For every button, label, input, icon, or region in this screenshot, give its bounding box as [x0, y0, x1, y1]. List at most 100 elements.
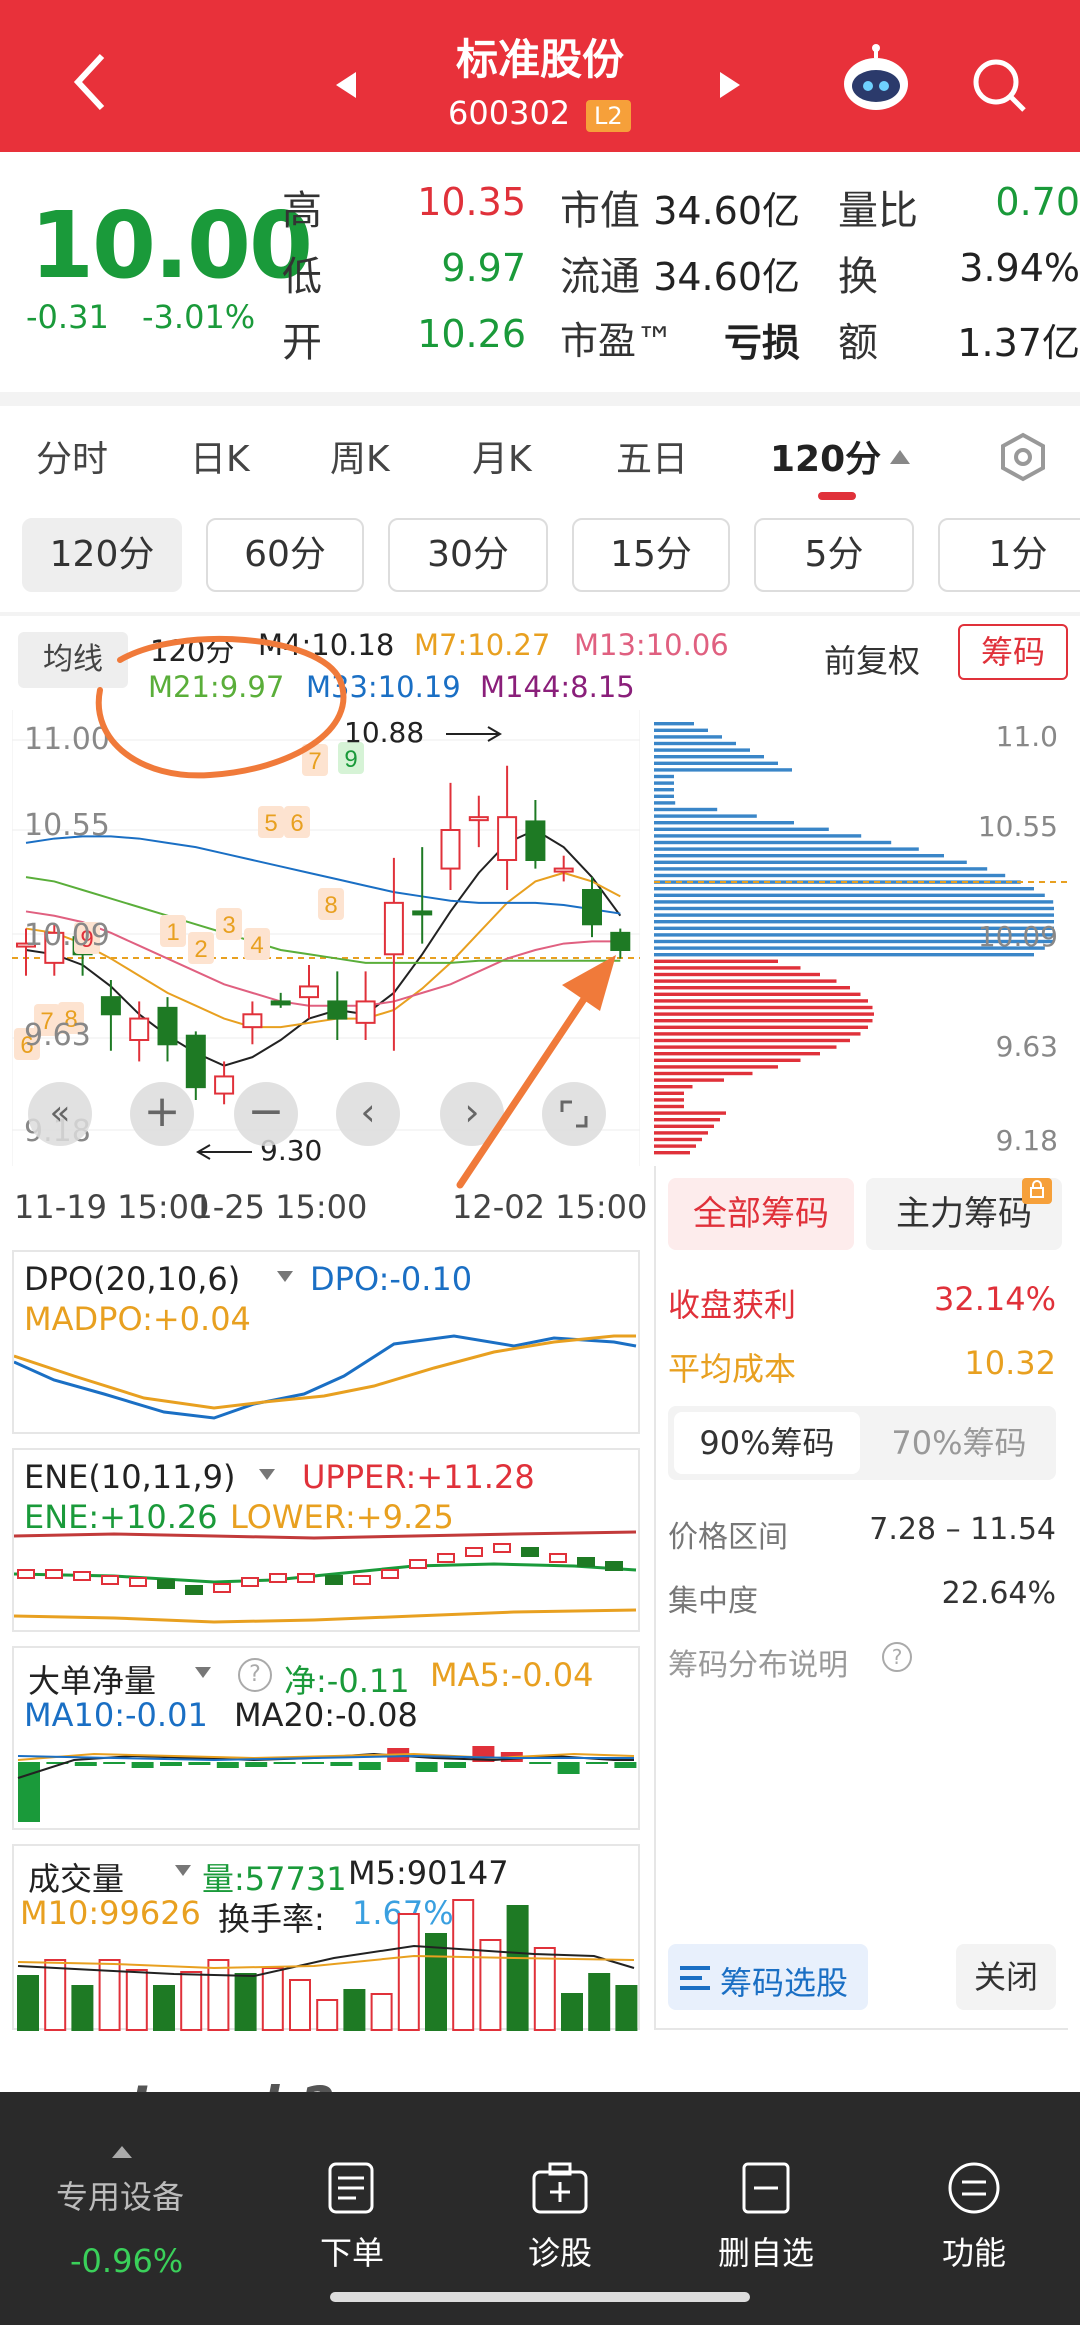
- ene-candle: [437, 1553, 455, 1563]
- bigorder-bar: [160, 1762, 182, 1766]
- big-order-panel[interactable]: 大单净量 ? 净:-0.11 MA5:-0.04 MA10:-0.01 MA20…: [12, 1646, 640, 1830]
- chip-bar: [654, 768, 792, 772]
- chip-desc-link[interactable]: 筹码分布说明: [668, 1648, 848, 1683]
- chip-bar: [654, 959, 778, 963]
- chip-bar: [654, 939, 1054, 944]
- close-button[interactable]: 关闭: [956, 1944, 1056, 2010]
- price-adjust-label[interactable]: 前复权: [824, 642, 921, 680]
- chevron-down-icon: [259, 1469, 275, 1480]
- bigorder-bar: [415, 1762, 438, 1772]
- next-stock-icon[interactable]: [718, 70, 742, 100]
- sequence-marker: [188, 932, 214, 964]
- active-tab-indicator: [818, 492, 856, 500]
- ene-candle: [521, 1547, 539, 1557]
- tab-70-chips[interactable]: 70%筹码: [891, 1424, 1027, 1462]
- nav-diagnose[interactable]: 诊股: [527, 2234, 592, 2272]
- chip-bar: [654, 1144, 696, 1148]
- volume-m5: M5:90147: [348, 1854, 509, 1892]
- volume-panel[interactable]: 成交量 量:57731 M5:90147 M10:99626 换手率: 1.67…: [12, 1844, 640, 2031]
- ene-candle: [381, 1569, 399, 1579]
- lock-icon: [1022, 1178, 1052, 1204]
- tab-90-chips[interactable]: 90%筹码: [674, 1412, 860, 1474]
- volume-bar: [153, 1985, 175, 2031]
- chevron-left-icon[interactable]: ‹: [336, 1082, 400, 1146]
- tab-five-day[interactable]: 五日: [616, 439, 689, 480]
- ene-candle: [129, 1577, 147, 1587]
- candle-body: [270, 1000, 291, 1006]
- ma-m7: M7:10.27: [414, 628, 551, 662]
- volume-bar: [98, 1959, 121, 2031]
- zoom-in-icon[interactable]: +: [130, 1082, 194, 1146]
- bigorder-bar: [245, 1762, 268, 1767]
- chip-bar: [654, 900, 1054, 904]
- subtab-60min[interactable]: 60分: [206, 518, 364, 592]
- nav-functions[interactable]: 功能: [941, 2234, 1006, 2272]
- candle-body: [16, 942, 36, 948]
- volume-indicator-name[interactable]: 成交量: [28, 1860, 125, 1898]
- back-icon[interactable]: [70, 52, 110, 112]
- rewind-icon[interactable]: «: [28, 1082, 92, 1146]
- chips-button[interactable]: 筹码: [958, 624, 1068, 680]
- chip-select-button[interactable]: 筹码选股: [668, 1944, 868, 2010]
- subtab-1min[interactable]: 1分: [938, 518, 1080, 592]
- chip-bar: [654, 1038, 850, 1043]
- help-icon[interactable]: ?: [882, 1642, 912, 1672]
- ene-mid: ENE:+10.26: [24, 1498, 218, 1536]
- ma-toggle-button[interactable]: 均线: [18, 632, 128, 688]
- subtab-5min[interactable]: 5分: [754, 518, 914, 592]
- chip-bar: [654, 801, 676, 805]
- fullscreen-icon[interactable]: [542, 1082, 606, 1146]
- list-icon: [680, 1966, 710, 1990]
- dpo-lines: [14, 1334, 637, 1420]
- dpo-panel[interactable]: DPO(20,10,6) DPO:-0.10 MADPO:+0.04: [12, 1250, 640, 1434]
- chip-bar: [654, 1124, 714, 1128]
- ene-panel[interactable]: ENE(10,11,9) UPPER:+11.28 ENE:+10.26 LOW…: [12, 1448, 640, 1632]
- settings-hexagon-icon[interactable]: [998, 432, 1048, 482]
- ene-candle: [409, 1559, 427, 1569]
- tab-120min[interactable]: 120分: [770, 439, 882, 480]
- price-range-value: 7.28 – 11.54: [869, 1512, 1056, 1547]
- subtab-15min[interactable]: 15分: [572, 518, 730, 592]
- nav-remove-watchlist[interactable]: 删自选: [717, 2234, 814, 2272]
- tab-all-chips[interactable]: 全部筹码: [668, 1178, 854, 1250]
- tab-timeshare[interactable]: 分时: [36, 439, 109, 480]
- chip-bar: [654, 906, 1054, 911]
- chip-bar: [654, 1118, 720, 1122]
- ene-candle: [297, 1573, 315, 1583]
- minute-subtabs: 120分 60分 30分 15分 5分 1分: [0, 510, 1080, 610]
- volume-ma-line: [17, 1944, 635, 1978]
- bigorder-ma-line: [17, 1754, 634, 1762]
- ene-indicator-name[interactable]: ENE(10,11,9): [24, 1458, 236, 1496]
- chip-bar: [654, 1058, 801, 1062]
- stock-name: 标准股份: [455, 35, 624, 84]
- dpo-indicator-name[interactable]: DPO(20,10,6): [24, 1260, 241, 1298]
- chip-bar: [654, 794, 674, 798]
- prev-stock-icon[interactable]: [334, 70, 358, 100]
- volume-bar: [289, 1979, 311, 2031]
- tab-daily-k[interactable]: 日K: [190, 439, 250, 480]
- candle-body: [157, 1006, 178, 1046]
- chip-bar: [654, 1019, 873, 1023]
- tab-weekly-k[interactable]: 周K: [330, 439, 390, 480]
- zoom-out-icon[interactable]: −: [234, 1082, 298, 1146]
- robot-assistant-icon[interactable]: [840, 44, 912, 116]
- subtab-120min[interactable]: 120分: [22, 518, 182, 592]
- bigorder-bar: [103, 1762, 126, 1764]
- chip-select-label: 筹码选股: [720, 1964, 849, 2002]
- chip-bar: [654, 1151, 690, 1155]
- sector-name[interactable]: 专用设备: [56, 2178, 185, 2216]
- sequence-marker: [74, 922, 100, 954]
- help-icon[interactable]: ?: [238, 1658, 272, 1692]
- search-icon[interactable]: [970, 56, 1030, 116]
- tab-monthly-k[interactable]: 月K: [472, 439, 532, 480]
- high-value: 10.35: [417, 180, 526, 224]
- chip-bar: [654, 774, 674, 779]
- caret-up-icon: [112, 2146, 132, 2158]
- profit-value: 32.14%: [933, 1280, 1056, 1318]
- bigorder-indicator-name[interactable]: 大单净量: [28, 1662, 157, 1700]
- subtab-30min[interactable]: 30分: [388, 518, 548, 592]
- chip-y-tick: 9.63: [995, 1030, 1058, 1063]
- nav-order[interactable]: 下单: [319, 2234, 384, 2272]
